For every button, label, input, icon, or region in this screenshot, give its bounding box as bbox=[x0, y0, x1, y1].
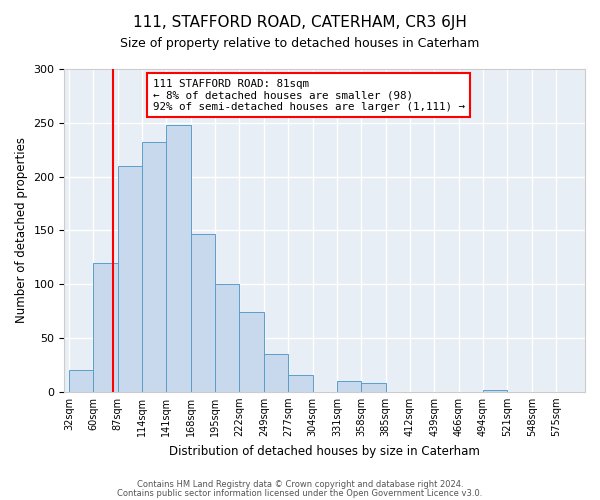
Bar bbox=[166, 125, 191, 392]
X-axis label: Distribution of detached houses by size in Caterham: Distribution of detached houses by size … bbox=[169, 444, 480, 458]
Bar bbox=[215, 284, 239, 392]
Bar bbox=[483, 390, 508, 392]
Y-axis label: Number of detached properties: Number of detached properties bbox=[15, 138, 28, 324]
Text: 111 STAFFORD ROAD: 81sqm
← 8% of detached houses are smaller (98)
92% of semi-de: 111 STAFFORD ROAD: 81sqm ← 8% of detache… bbox=[153, 78, 465, 112]
Bar bbox=[69, 370, 93, 392]
Bar bbox=[337, 381, 361, 392]
Bar bbox=[142, 142, 166, 392]
Text: Contains public sector information licensed under the Open Government Licence v3: Contains public sector information licen… bbox=[118, 488, 482, 498]
Text: 111, STAFFORD ROAD, CATERHAM, CR3 6JH: 111, STAFFORD ROAD, CATERHAM, CR3 6JH bbox=[133, 15, 467, 30]
Bar bbox=[288, 374, 313, 392]
Bar bbox=[93, 262, 118, 392]
Bar bbox=[118, 166, 142, 392]
Bar bbox=[191, 234, 215, 392]
Bar bbox=[264, 354, 288, 392]
Bar bbox=[361, 383, 386, 392]
Text: Contains HM Land Registry data © Crown copyright and database right 2024.: Contains HM Land Registry data © Crown c… bbox=[137, 480, 463, 489]
Bar bbox=[239, 312, 264, 392]
Text: Size of property relative to detached houses in Caterham: Size of property relative to detached ho… bbox=[121, 38, 479, 51]
